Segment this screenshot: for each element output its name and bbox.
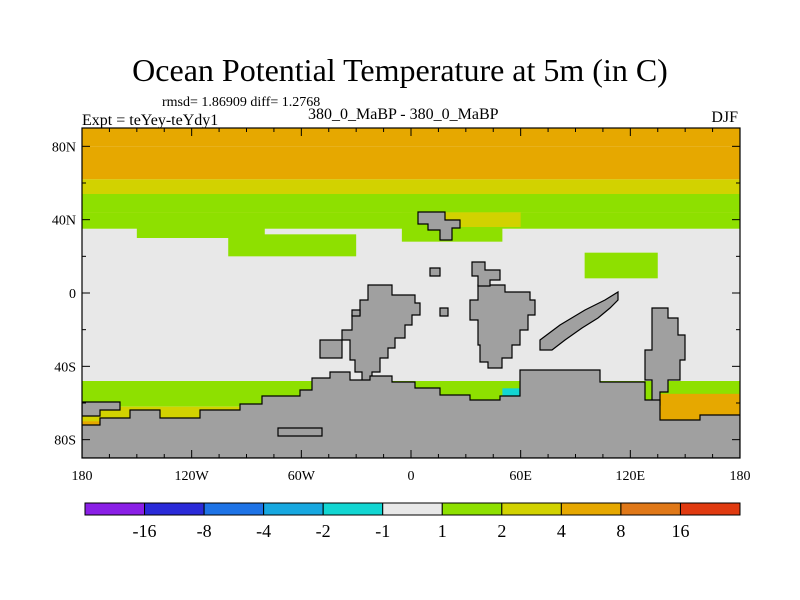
land-antarctica	[82, 369, 740, 458]
x-tick-label: 120E	[616, 469, 646, 484]
y-tick-label: 80S	[54, 434, 76, 449]
y-tick-label: 40S	[54, 360, 76, 375]
colorbar-swatch-8	[560, 502, 622, 516]
colorbar-label: -1	[375, 521, 390, 541]
colorbar-swatch-3	[263, 502, 324, 516]
colorbar-swatch-6	[441, 502, 503, 516]
land-asia-fragment	[471, 261, 501, 287]
x-tick-label: 60W	[288, 469, 316, 484]
x-tick-label: 0	[408, 469, 415, 484]
land-island-b	[439, 307, 449, 317]
y-tick-label: 0	[69, 287, 76, 302]
colorbar-swatch-7	[501, 502, 562, 516]
colorbar-swatch-9	[620, 502, 681, 516]
land-island-e	[82, 401, 121, 417]
colorbar-label: 4	[557, 521, 566, 541]
experiment-label: Expt = teYey-teYdy1	[82, 112, 219, 129]
chart-subtitle: 380_0_MaBP - 380_0_MaBP	[308, 106, 499, 123]
zonal-band-0	[82, 128, 740, 147]
colorbar-label: 1	[438, 521, 447, 541]
colorbar: -16 -8 -4 -2 -1 1 2 4 8 16	[84, 502, 741, 541]
colorbar-swatch-2	[203, 502, 265, 516]
land-africa	[469, 284, 536, 369]
anomaly-region-0	[82, 194, 740, 213]
anomaly-region-2	[228, 234, 357, 257]
land-europe-fragment	[417, 211, 461, 241]
stats-text: rmsd= 1.86909 diff= 1.2768	[162, 95, 321, 110]
zonal-band-1	[82, 146, 740, 180]
colorbar-label: -4	[256, 521, 271, 541]
colorbar-label: 16	[671, 521, 689, 541]
colorbar-swatch-1	[144, 502, 205, 516]
y-tick-label: 40N	[52, 214, 76, 229]
colorbar-swatch-10	[679, 502, 741, 516]
colorbar-label: -8	[197, 521, 212, 541]
x-tick-label: 180	[730, 469, 751, 484]
y-tick-label: 80N	[52, 140, 76, 155]
x-tick-label: 120W	[175, 469, 210, 484]
anomaly-region-5	[584, 252, 658, 279]
colorbar-label: 8	[616, 521, 625, 541]
season-label: DJF	[711, 109, 738, 126]
x-tick-label: 180	[72, 469, 93, 484]
colorbar-label: -2	[316, 521, 331, 541]
colorbar-swatch-0	[84, 502, 146, 516]
land-india	[539, 290, 619, 351]
colorbar-swatch-4	[322, 502, 384, 516]
colorbar-swatch-5	[382, 502, 443, 516]
land-island-c	[351, 309, 361, 317]
land-island-a	[429, 267, 441, 277]
colorbar-label: -16	[133, 521, 157, 541]
chart-title: Ocean Potential Temperature at 5m (in C)	[132, 52, 668, 88]
colorbar-label: 2	[497, 521, 506, 541]
axes-layer: 180 120W 60W 0 60E 120E 180 80N 40N 0 40S 80S	[52, 128, 751, 484]
land-layer	[82, 211, 740, 458]
land-island-d	[277, 427, 323, 437]
x-tick-label: 60E	[509, 469, 532, 484]
land-australia	[644, 307, 686, 406]
